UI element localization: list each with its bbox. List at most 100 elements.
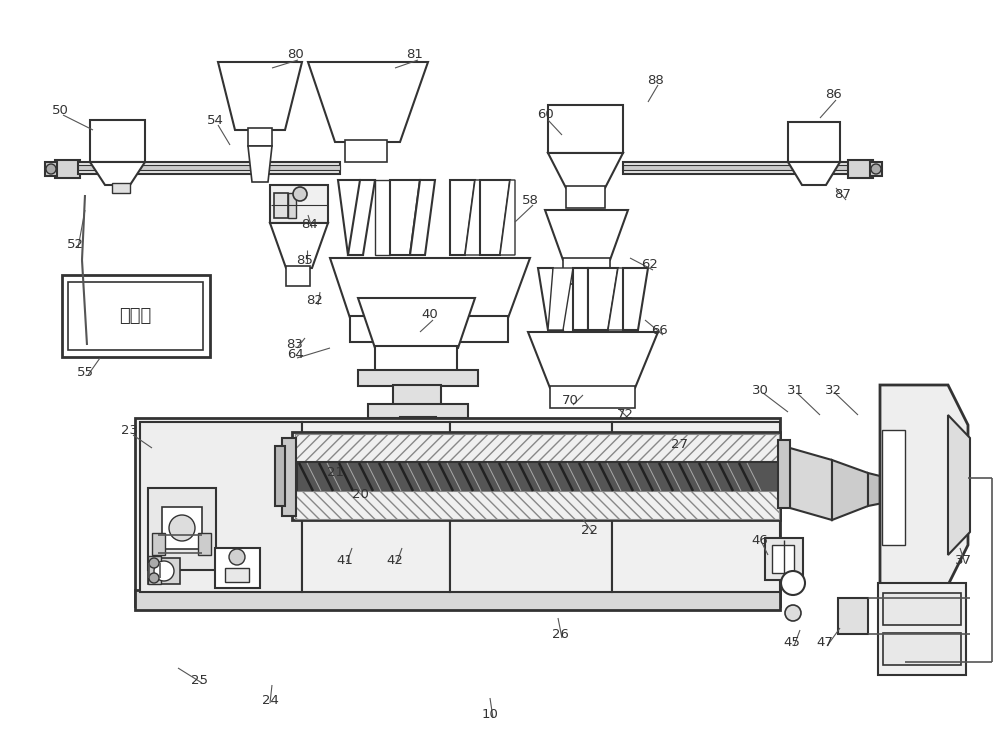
Text: 55: 55 — [76, 365, 94, 379]
Text: 47: 47 — [817, 636, 833, 649]
Polygon shape — [548, 153, 623, 188]
Bar — [623, 165, 851, 170]
Text: 24: 24 — [262, 693, 278, 707]
Text: 80: 80 — [287, 49, 303, 61]
Bar — [358, 370, 478, 386]
Polygon shape — [880, 385, 968, 585]
Bar — [282, 438, 296, 516]
Bar — [248, 128, 272, 146]
Bar — [288, 193, 296, 218]
Polygon shape — [788, 162, 840, 185]
Bar — [45, 162, 57, 176]
Bar — [215, 548, 260, 588]
Bar — [883, 633, 961, 665]
Polygon shape — [573, 268, 588, 330]
Bar — [270, 185, 328, 223]
Text: 45: 45 — [784, 636, 800, 649]
Text: 85: 85 — [297, 253, 313, 267]
Circle shape — [293, 187, 307, 201]
Text: 40: 40 — [422, 309, 438, 321]
Circle shape — [871, 164, 881, 174]
Bar — [375, 346, 457, 372]
Bar — [148, 488, 216, 570]
Text: 87: 87 — [835, 188, 851, 202]
Polygon shape — [465, 180, 480, 255]
Circle shape — [229, 549, 245, 565]
Bar — [162, 507, 202, 549]
Text: 66: 66 — [652, 323, 668, 336]
Bar — [563, 258, 610, 284]
Text: 27: 27 — [672, 438, 688, 451]
Text: 70: 70 — [562, 394, 578, 406]
Circle shape — [154, 561, 174, 581]
Text: 46: 46 — [752, 533, 768, 547]
Text: 31: 31 — [786, 383, 804, 397]
Bar — [368, 404, 468, 418]
Text: 10: 10 — [482, 708, 498, 722]
Bar — [135, 590, 780, 610]
Bar — [550, 386, 635, 408]
Bar — [148, 556, 161, 584]
Polygon shape — [450, 180, 475, 255]
Polygon shape — [248, 146, 272, 182]
Polygon shape — [375, 180, 390, 255]
Polygon shape — [348, 180, 375, 255]
Bar — [62, 275, 210, 357]
Text: 58: 58 — [522, 193, 538, 206]
Bar — [838, 598, 868, 634]
Text: 26: 26 — [552, 628, 568, 642]
Text: 30: 30 — [752, 383, 768, 397]
Bar — [275, 446, 285, 506]
Text: 88: 88 — [647, 73, 663, 87]
Polygon shape — [270, 223, 328, 268]
Text: 21: 21 — [326, 466, 344, 480]
Text: 50: 50 — [52, 104, 68, 117]
Circle shape — [781, 571, 805, 595]
Bar — [135, 418, 780, 606]
Bar — [883, 593, 961, 625]
Circle shape — [149, 573, 159, 583]
Circle shape — [785, 605, 801, 621]
Polygon shape — [588, 268, 618, 330]
Circle shape — [46, 164, 56, 174]
Bar — [140, 422, 302, 592]
Polygon shape — [868, 473, 888, 506]
Polygon shape — [90, 162, 145, 185]
Bar — [112, 183, 130, 193]
Text: 60: 60 — [537, 108, 553, 122]
Text: 84: 84 — [302, 219, 318, 232]
Polygon shape — [832, 460, 868, 520]
Bar — [870, 162, 882, 176]
Bar — [548, 105, 623, 153]
Text: 83: 83 — [287, 338, 303, 352]
Bar — [302, 422, 450, 592]
Bar — [68, 282, 203, 350]
Bar — [274, 193, 288, 218]
Bar — [55, 160, 80, 178]
Bar — [450, 422, 612, 592]
Bar — [78, 165, 340, 170]
Polygon shape — [948, 415, 970, 555]
Polygon shape — [218, 62, 302, 130]
Text: 32: 32 — [824, 383, 842, 397]
Bar — [623, 162, 851, 174]
Polygon shape — [390, 180, 420, 255]
Polygon shape — [480, 180, 510, 255]
Bar — [788, 122, 840, 162]
Bar — [90, 120, 145, 162]
Circle shape — [149, 558, 159, 568]
Bar — [345, 140, 387, 162]
Polygon shape — [528, 332, 658, 388]
Text: 22: 22 — [582, 524, 598, 536]
Text: 82: 82 — [307, 294, 323, 306]
Bar — [393, 385, 441, 405]
Bar — [848, 160, 873, 178]
Text: 25: 25 — [192, 674, 208, 686]
Bar — [295, 434, 779, 464]
Bar — [772, 545, 794, 573]
Text: 64: 64 — [287, 349, 303, 362]
Bar — [78, 162, 340, 174]
Bar — [286, 266, 310, 286]
Circle shape — [169, 515, 195, 541]
Bar — [152, 533, 165, 555]
